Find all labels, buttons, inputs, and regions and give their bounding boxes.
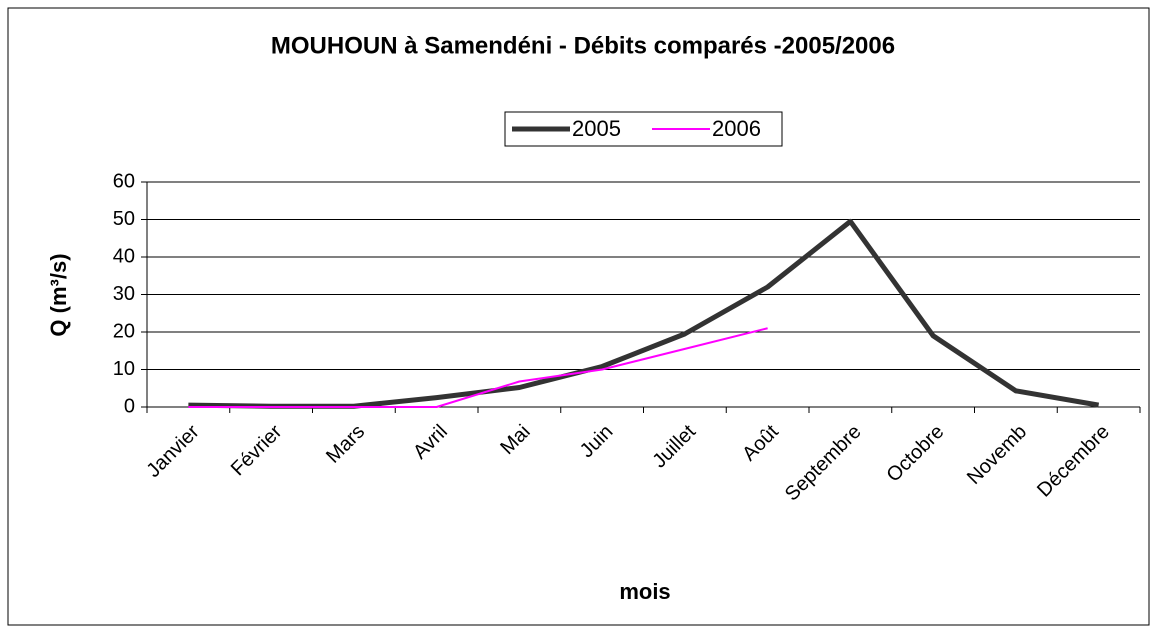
series-line xyxy=(188,327,768,408)
y-axis-title: Q (m³/s) xyxy=(46,253,71,336)
y-tick-label: 50 xyxy=(113,208,135,230)
y-tick-label: 10 xyxy=(113,358,135,380)
y-tick-label: 20 xyxy=(113,320,135,342)
legend-label: 2005 xyxy=(572,116,621,141)
y-tick-label: 30 xyxy=(113,283,135,305)
y-tick-label: 60 xyxy=(113,170,135,192)
x-axis-title: mois xyxy=(619,579,670,604)
legend-label: 2006 xyxy=(712,116,761,141)
chart-border xyxy=(7,7,1150,626)
y-tick-label: 0 xyxy=(124,395,135,417)
y-tick-label: 40 xyxy=(113,245,135,267)
chart-title: MOUHOUN à Samendéni - Débits comparés -2… xyxy=(271,32,895,59)
